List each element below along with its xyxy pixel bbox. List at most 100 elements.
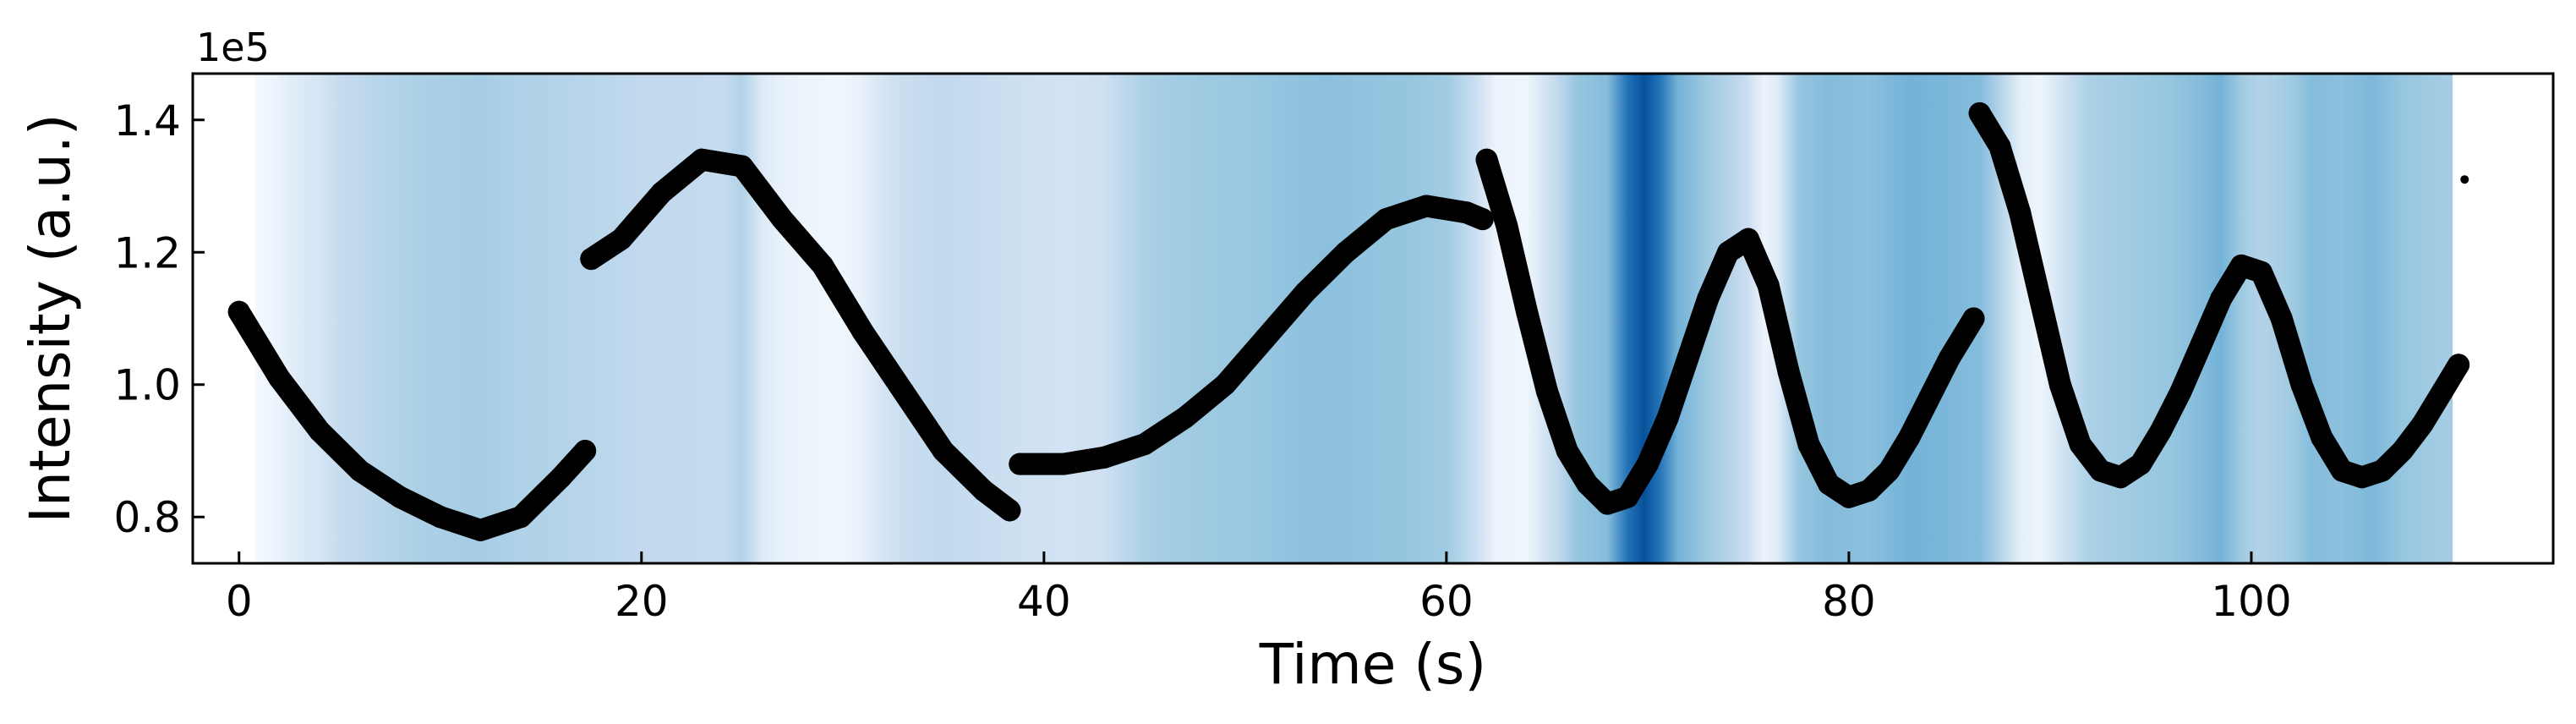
data-point bbox=[972, 479, 995, 502]
data-point bbox=[1596, 492, 1619, 515]
data-point bbox=[1837, 485, 1860, 508]
axes-frame bbox=[191, 72, 2555, 565]
background-shading bbox=[254, 74, 2453, 563]
data-point bbox=[1616, 485, 1639, 508]
data-point bbox=[1294, 281, 1317, 304]
data-point bbox=[389, 485, 412, 508]
data-point bbox=[2089, 459, 2112, 482]
data-point bbox=[1968, 101, 1991, 124]
data-point bbox=[1676, 347, 1699, 370]
data-markers bbox=[227, 101, 2470, 541]
x-tick-label: 20 bbox=[615, 577, 669, 626]
data-point bbox=[2391, 439, 2414, 462]
data-point bbox=[1516, 300, 1539, 323]
data-point bbox=[1777, 360, 1800, 383]
data-point bbox=[1988, 135, 2011, 158]
data-point bbox=[2350, 466, 2373, 489]
data-point bbox=[2290, 373, 2313, 396]
data-point bbox=[1214, 373, 1237, 396]
x-tick-label: 100 bbox=[2211, 577, 2291, 626]
data-point bbox=[580, 248, 603, 271]
data-point bbox=[1736, 228, 1759, 250]
data-point bbox=[1093, 446, 1116, 469]
data-point bbox=[2130, 452, 2152, 475]
data-point bbox=[1556, 439, 1578, 462]
data-point bbox=[730, 155, 753, 178]
data-point bbox=[2169, 380, 2192, 403]
data-point bbox=[1818, 473, 1840, 496]
data-point bbox=[2149, 420, 2172, 442]
data-point bbox=[268, 366, 291, 389]
data-point bbox=[227, 300, 250, 323]
data-point bbox=[1173, 406, 1196, 429]
data-point bbox=[1576, 473, 1599, 496]
data-point bbox=[1496, 214, 1518, 237]
data-point bbox=[1375, 208, 1397, 231]
data-point bbox=[610, 228, 632, 250]
y-tick-label: 0.8 bbox=[113, 493, 181, 542]
y-axis-ticks: 0.8 1.0 1.2 1.4 bbox=[113, 96, 205, 542]
x-tick-label: 80 bbox=[1822, 577, 1876, 626]
data-point bbox=[1009, 452, 1031, 475]
x-tick-label: 60 bbox=[1419, 577, 1474, 626]
data-point bbox=[2029, 288, 2052, 310]
data-point bbox=[1962, 307, 1985, 330]
data-point bbox=[998, 499, 1021, 522]
data-point bbox=[851, 321, 874, 343]
data-point bbox=[1797, 433, 1820, 456]
data-point bbox=[2311, 426, 2333, 449]
series-0-band bbox=[227, 300, 597, 541]
data-point bbox=[1878, 459, 1901, 482]
y-axis-label: Intensity (a.u.) bbox=[18, 114, 83, 524]
data-point bbox=[1757, 274, 1780, 297]
data-point bbox=[2431, 380, 2454, 403]
data-point bbox=[2210, 288, 2233, 310]
data-point bbox=[1415, 195, 1438, 217]
data-point bbox=[550, 466, 572, 489]
data-point bbox=[2270, 307, 2293, 330]
data-point bbox=[1636, 452, 1659, 475]
data-point bbox=[509, 506, 532, 529]
data-point bbox=[1857, 479, 1880, 502]
data-point bbox=[1918, 387, 1941, 409]
x-axis-ticks: 0 20 40 60 80 100 bbox=[226, 551, 2292, 626]
data-point bbox=[812, 254, 834, 277]
data-point bbox=[2069, 433, 2092, 456]
data-point bbox=[2230, 254, 2253, 277]
data-point bbox=[2009, 201, 2032, 224]
data-point bbox=[2447, 354, 2470, 376]
x-tick-label: 0 bbox=[226, 577, 253, 626]
data-point bbox=[1133, 433, 1156, 456]
background-band bbox=[254, 74, 2453, 563]
data-point bbox=[469, 518, 492, 541]
data-point bbox=[1898, 426, 1921, 449]
data-point bbox=[1938, 347, 1961, 370]
data-point bbox=[1697, 288, 1720, 310]
data-point bbox=[2250, 261, 2272, 283]
data-point bbox=[2190, 333, 2212, 356]
x-tick-label: 40 bbox=[1017, 577, 1071, 626]
data-point bbox=[1717, 241, 1740, 264]
data-point bbox=[1053, 452, 1075, 475]
data-point bbox=[2331, 459, 2354, 482]
y-tick-label: 1.0 bbox=[113, 361, 181, 410]
data-point bbox=[1254, 326, 1277, 349]
data-point bbox=[2460, 175, 2469, 184]
data-point bbox=[1535, 380, 1558, 403]
data-point bbox=[1471, 208, 1494, 231]
y-offset-label: 1e5 bbox=[196, 25, 270, 70]
data-point bbox=[2048, 373, 2071, 396]
data-point bbox=[1475, 148, 1498, 171]
y-tick-label: 1.4 bbox=[113, 96, 181, 145]
data-point bbox=[2371, 459, 2393, 482]
data-point bbox=[2109, 466, 2132, 489]
y-tick-label: 1.2 bbox=[113, 228, 181, 277]
data-point bbox=[574, 439, 597, 462]
data-point bbox=[2411, 413, 2434, 436]
data-point bbox=[892, 380, 915, 403]
data-point bbox=[932, 439, 954, 462]
x-axis-label: Time (s) bbox=[1259, 632, 1486, 697]
data-point bbox=[1334, 241, 1357, 264]
data-point bbox=[1656, 406, 1679, 429]
